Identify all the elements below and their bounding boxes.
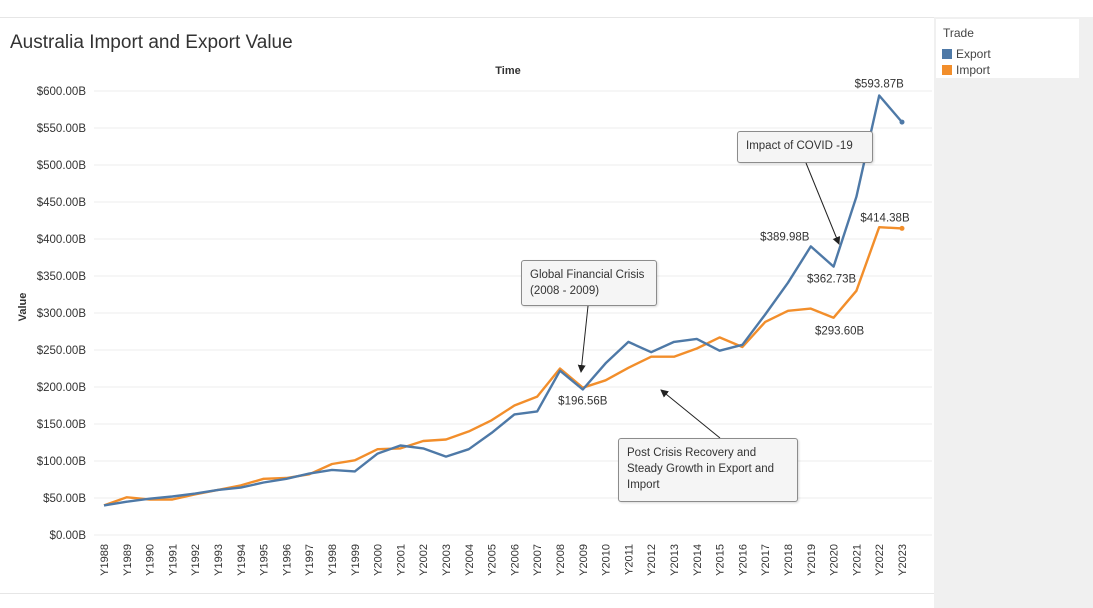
x-tick-label: Y2015 (715, 544, 727, 576)
x-tick-label: Y2016 (737, 544, 749, 576)
series-line-export (103, 94, 903, 507)
line-chart[interactable]: $0.00B $50.00B $100.00B $150.00B $200.00B $25… (0, 0, 934, 600)
x-tick-label: Y2013 (669, 544, 681, 576)
x-tick-label: Y2022 (874, 544, 886, 576)
x-tick-label: Y2006 (509, 544, 521, 576)
legend-label-export: Export (956, 47, 991, 61)
x-tick-label: Y2023 (897, 544, 909, 576)
annotation-gfc-line-1: Global Financial Crisis (530, 269, 645, 281)
x-tick-label: Y1990 (145, 544, 157, 576)
series-end-marker (899, 225, 905, 231)
legend-item-import[interactable]: Import (942, 63, 990, 77)
x-tick-label: Y2000 (373, 544, 385, 576)
top-divider (0, 17, 934, 18)
x-tick-label: Y1996 (281, 544, 293, 576)
x-tick-label: Y2011 (623, 544, 635, 575)
y-tick-label: $400.00B (37, 234, 87, 246)
legend[interactable]: Trade Export Import (936, 19, 1079, 78)
x-tick-label: Y2012 (646, 544, 658, 576)
x-tick-label: Y1989 (122, 544, 134, 576)
x-tick-label: Y1988 (99, 544, 111, 576)
y-tick-label: $500.00B (37, 160, 87, 172)
x-tick-label: Y2021 (851, 544, 863, 576)
x-tick-label: Y1997 (304, 544, 316, 576)
y-tick-label: $550.00B (37, 123, 87, 135)
x-tick-label: Y2014 (692, 544, 704, 576)
legend-swatch-import (942, 65, 952, 75)
x-tick-label: Y2019 (806, 544, 818, 576)
y-tick-label: $600.00B (37, 86, 87, 98)
data-label: $196.56B (558, 396, 608, 408)
data-label: $593.87B (855, 79, 905, 91)
x-tick-label: Y1995 (259, 544, 271, 576)
x-tick-label: Y2004 (464, 544, 476, 576)
x-tick-label: Y2020 (829, 544, 841, 576)
data-label: $293.60B (815, 326, 865, 338)
annotation-arrow-covid (805, 162, 841, 245)
x-tick-label: Y2017 (760, 544, 772, 576)
x-tick-label: Y1993 (213, 544, 225, 576)
data-label: $362.73B (807, 274, 857, 286)
annotation-recovery-line-2: Steady Growth in Export and (627, 463, 775, 475)
series-end-marker (899, 119, 905, 125)
x-tick-label: Y1991 (167, 544, 179, 576)
annotation-arrow-gfc (577, 305, 589, 373)
x-axis-title: Time (495, 65, 520, 77)
x-tick-label: Y1998 (327, 544, 339, 576)
legend-item-export[interactable]: Export (942, 47, 991, 61)
legend-swatch-export (942, 49, 952, 59)
annotation-gfc: Global Financial Crisis (2008 - 2009) (521, 260, 657, 306)
x-tick-label: Y2003 (441, 544, 453, 576)
y-tick-label: $0.00B (50, 530, 87, 542)
y-tick-label: $250.00B (37, 345, 87, 357)
y-tick-label: $200.00B (37, 382, 87, 394)
x-tick-label: Y2005 (487, 544, 499, 576)
x-tick-label: Y2007 (532, 544, 544, 576)
annotation-recovery-line-1: Post Crisis Recovery and (627, 447, 757, 459)
y-tick-label: $350.00B (37, 271, 87, 283)
annotation-covid-line-1: Impact of COVID -19 (746, 140, 853, 152)
y-tick-label: $150.00B (37, 419, 87, 431)
series-line-import (103, 225, 903, 507)
y-axis-title: Value (17, 293, 29, 322)
x-tick-label: Y2008 (555, 544, 567, 576)
legend-label-import: Import (956, 63, 991, 77)
y-tick-label: $450.00B (37, 197, 87, 209)
x-tick-label: Y1994 (236, 544, 248, 576)
annotation-recovery-line-3: Import (627, 479, 660, 491)
x-tick-label: Y2009 (578, 544, 590, 576)
y-tick-label: $50.00B (43, 493, 86, 505)
chart-title: Australia Import and Export Value (10, 32, 293, 53)
data-label: $389.98B (760, 231, 810, 243)
annotation-covid: Impact of COVID -19 (737, 131, 873, 163)
x-tick-label: Y2010 (601, 544, 613, 576)
y-tick-label: $100.00B (37, 456, 87, 468)
data-label: $414.38B (860, 212, 910, 224)
y-tick-label: $300.00B (37, 308, 87, 320)
x-tick-label: Y2001 (395, 544, 407, 576)
x-tick-label: Y1999 (350, 544, 362, 576)
annotation-gfc-line-2: (2008 - 2009) (530, 285, 600, 297)
side-panel (934, 17, 1093, 608)
bottom-divider (0, 593, 934, 594)
annotation-recovery: Post Crisis Recovery and Steady Growth i… (618, 438, 798, 502)
x-tick-label: Y1992 (190, 544, 202, 576)
legend-title: Trade (943, 26, 974, 40)
x-tick-label: Y2018 (783, 544, 795, 576)
x-tick-label: Y2002 (418, 544, 430, 576)
annotation-arrow-recovery (660, 389, 721, 439)
